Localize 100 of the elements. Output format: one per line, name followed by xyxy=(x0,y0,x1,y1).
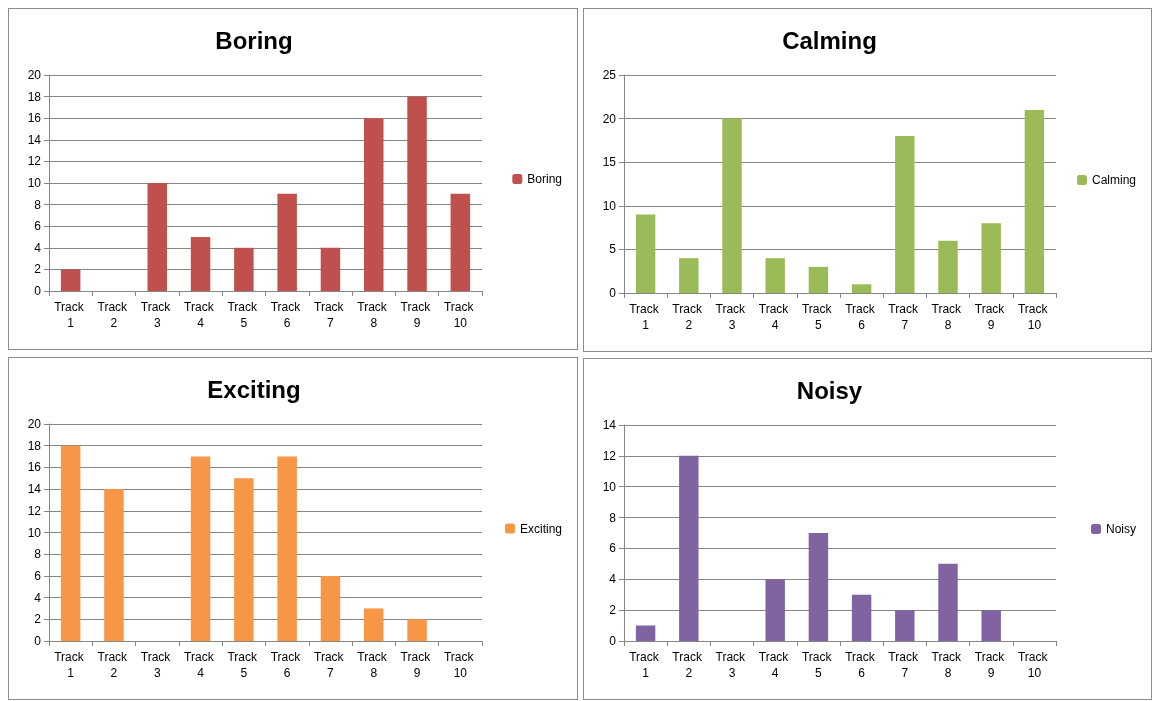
x-tick-label: Track 1 xyxy=(54,650,88,680)
x-tick-label: Track 6 xyxy=(845,650,879,680)
chart-title: Calming xyxy=(782,26,877,54)
y-tick-label: 2 xyxy=(609,603,617,618)
x-tick-label: Track 3 xyxy=(140,300,174,330)
bar xyxy=(60,445,81,641)
bar xyxy=(190,237,211,291)
bar xyxy=(364,118,384,291)
x-tick-label: Track 5 xyxy=(227,650,261,680)
x-tick-label: Track 4 xyxy=(758,650,792,680)
y-tick-label: 14 xyxy=(27,132,42,147)
x-tick-label: Track 2 xyxy=(672,650,706,680)
y-tick-label: 0 xyxy=(34,634,42,648)
y-tick-label: 6 xyxy=(34,219,42,234)
bar xyxy=(981,223,1001,293)
bar xyxy=(190,456,211,641)
x-tick-label: Track 7 xyxy=(888,302,922,332)
bar xyxy=(407,619,427,641)
x-tick-label: Track 9 xyxy=(974,650,1008,680)
bar xyxy=(635,625,656,641)
y-tick-label: 20 xyxy=(602,111,617,126)
bar xyxy=(895,136,915,293)
bar xyxy=(320,247,341,291)
y-tick-label: 15 xyxy=(602,155,617,170)
bar xyxy=(851,594,872,641)
bar xyxy=(808,533,829,641)
chart-title: Boring xyxy=(215,26,293,54)
bar xyxy=(981,610,1001,641)
x-tick-label: Track 2 xyxy=(672,302,706,332)
x-tick-label: Track 9 xyxy=(974,302,1008,332)
x-tick-label: Track 3 xyxy=(715,650,749,680)
x-tick-label: Track 8 xyxy=(931,650,965,680)
y-tick-label: 12 xyxy=(27,154,42,169)
y-tick-label: 18 xyxy=(27,438,42,453)
y-tick-label: 14 xyxy=(27,482,42,497)
x-tick-label: Track 10 xyxy=(443,650,477,680)
x-tick-label: Track 9 xyxy=(400,300,434,330)
bar xyxy=(147,183,167,291)
x-tick-label: Track 7 xyxy=(314,650,347,680)
bar xyxy=(851,284,872,293)
legend-label: Exciting xyxy=(519,521,563,536)
bar xyxy=(679,455,699,641)
x-tick-label: Track 9 xyxy=(400,650,434,680)
y-tick-label: 0 xyxy=(609,634,617,648)
y-tick-label: 10 xyxy=(602,198,617,213)
y-tick-label: 8 xyxy=(34,547,42,562)
y-tick-label: 20 xyxy=(27,68,42,82)
y-tick-label: 8 xyxy=(34,197,42,212)
y-tick-label: 6 xyxy=(34,568,42,583)
legend-label: Calming xyxy=(1091,173,1136,187)
bar xyxy=(60,269,81,291)
x-tick-label: Track 6 xyxy=(845,302,879,332)
x-tick-label: Track 5 xyxy=(227,300,261,330)
bar xyxy=(679,258,699,293)
bar xyxy=(450,193,471,291)
bar xyxy=(364,608,384,641)
bar xyxy=(938,563,958,641)
bar xyxy=(765,258,785,293)
x-tick-label: Track 4 xyxy=(184,650,217,680)
x-tick-label: Track 2 xyxy=(97,300,131,330)
x-tick-label: Track 8 xyxy=(357,650,391,680)
bar xyxy=(234,247,254,291)
y-tick-label: 2 xyxy=(34,612,42,627)
bar xyxy=(722,118,742,293)
y-tick-label: 25 xyxy=(602,68,617,82)
bar xyxy=(277,193,297,291)
chart-title: Noisy xyxy=(796,376,863,404)
y-tick-label: 14 xyxy=(602,418,617,432)
y-tick-label: 16 xyxy=(27,460,42,475)
x-tick-label: Track 5 xyxy=(801,302,835,332)
x-tick-label: Track 10 xyxy=(1017,650,1051,680)
y-tick-label: 10 xyxy=(27,176,42,190)
bar xyxy=(1024,109,1045,293)
y-tick-label: 20 xyxy=(27,417,42,431)
x-tick-label: Track 10 xyxy=(1017,302,1051,332)
y-tick-label: 18 xyxy=(27,89,42,104)
y-tick-label: 5 xyxy=(609,242,617,257)
y-tick-label: 0 xyxy=(34,284,42,298)
x-tick-label: Track 1 xyxy=(629,302,663,332)
y-tick-label: 2 xyxy=(34,262,42,277)
x-tick-label: Track 7 xyxy=(888,650,922,680)
y-tick-label: 16 xyxy=(27,111,42,126)
x-tick-label: Track 7 xyxy=(314,300,347,330)
x-tick-label: Track 10 xyxy=(443,300,477,330)
legend-label: Boring xyxy=(527,172,562,186)
y-tick-label: 12 xyxy=(27,503,42,518)
y-tick-label: 10 xyxy=(27,525,42,540)
bar xyxy=(765,579,785,641)
x-tick-label: Track 6 xyxy=(270,300,304,330)
bar xyxy=(635,214,656,293)
y-tick-label: 0 xyxy=(609,286,617,300)
bar xyxy=(407,96,427,291)
bar xyxy=(277,456,297,641)
y-tick-label: 12 xyxy=(602,448,617,463)
x-tick-label: Track 3 xyxy=(140,650,174,680)
x-tick-label: Track 8 xyxy=(357,300,391,330)
x-tick-label: Track 8 xyxy=(931,302,965,332)
legend-label: Noisy xyxy=(1105,522,1137,536)
y-tick-label: 4 xyxy=(609,572,617,587)
y-tick-label: 6 xyxy=(609,541,617,556)
